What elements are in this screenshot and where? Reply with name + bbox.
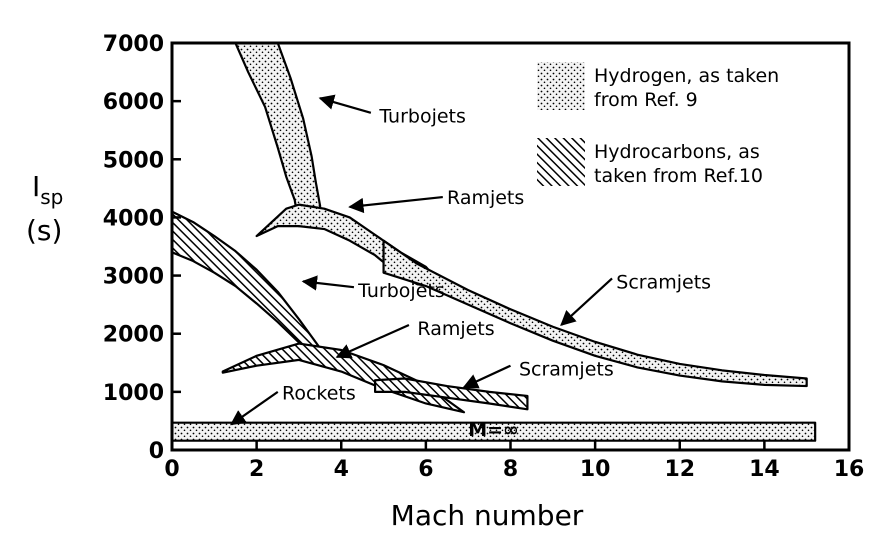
annotation-label-hydrocarbons-turbojets: Turbojets xyxy=(357,280,445,302)
legend-label-hatch-line-2: taken from Ref.10 xyxy=(594,165,763,187)
x-tick-label: 12 xyxy=(664,457,695,482)
band-hydrogen-turbojets xyxy=(234,41,322,228)
x-tick-label: 2 xyxy=(249,457,264,482)
annotation-label-hydrogen-ramjets: Ramjets xyxy=(447,187,524,209)
y-tick-label: 1000 xyxy=(103,381,164,406)
annotation-label-hydrocarbons-ramjets: Ramjets xyxy=(417,318,494,340)
y-axis-unit: (s) xyxy=(26,214,62,247)
annotation-arrow-hydrocarbons-turbojets xyxy=(301,275,355,291)
x-tick-label: 8 xyxy=(503,457,518,482)
annotation-label-hydrocarbons-scramjets: Scramjets xyxy=(519,359,614,381)
x-tick-label: 6 xyxy=(418,457,433,482)
band-hydrocarbons-turbojets xyxy=(170,210,326,356)
annotation-arrow-hydrogen-rockets xyxy=(229,390,279,426)
y-tick-label: 4000 xyxy=(103,206,164,231)
annotation-arrow-hydrogen-turbojets xyxy=(318,94,372,114)
bands xyxy=(170,41,817,442)
y-axis: 0 1000 2000 3000 4000 5000 6000 7000 xyxy=(103,32,181,464)
y-tick-label: 7000 xyxy=(103,32,164,57)
legend-label-stipple-line-1: Hydrogen, as taken xyxy=(594,65,779,87)
x-tick-label: 0 xyxy=(164,457,179,482)
y-tick-label: 0 xyxy=(149,439,164,464)
annotation-label-hydrogen-rockets: Rockets xyxy=(282,382,356,404)
annotations: Turbojets Ramjets Turbojets Ramjets Scramjet… xyxy=(229,94,711,426)
band-hydrocarbons-ramjets xyxy=(221,342,466,414)
legend-label-hatch-line-1: Hydrocarbons, as xyxy=(594,141,760,163)
annotation-arrow-hydrogen-scramjets xyxy=(560,277,613,327)
x-tick-label: 4 xyxy=(334,457,349,482)
y-tick-label: 2000 xyxy=(103,323,164,348)
y-tick-label: 3000 xyxy=(103,265,164,290)
x-axis: 0 2 4 6 8 10 12 14 16 xyxy=(164,441,864,482)
x-tick-label: 16 xyxy=(834,457,865,482)
y-tick-label: 5000 xyxy=(103,148,164,173)
x-tick-label: 10 xyxy=(580,457,611,482)
annotation-arrow-hydrocarbons-ramjets xyxy=(335,323,410,359)
legend-label-stipple-line-2: from Ref. 9 xyxy=(594,89,698,111)
y-axis-title: Isp xyxy=(32,170,63,209)
y-tick-label: 6000 xyxy=(103,90,164,115)
inline-label-mach-infinity: M=∞ xyxy=(468,419,519,441)
annotation-arrow-hydrocarbons-scramjets xyxy=(462,364,511,389)
legend-swatch-hatch xyxy=(537,138,585,186)
y-axis-title-subscript: sp xyxy=(40,185,63,209)
annotation-label-hydrogen-turbojets: Turbojets xyxy=(378,106,466,128)
band-hydrogen-scramjets xyxy=(382,239,808,388)
band-hydrocarbons-scramjets xyxy=(374,377,529,411)
x-axis-title: Mach number xyxy=(391,499,584,532)
x-tick-label: 14 xyxy=(749,457,780,482)
annotation-arrow-hydrogen-ramjets xyxy=(348,195,443,214)
legend-swatch-stipple xyxy=(537,62,585,110)
annotation-label-hydrogen-scramjets: Scramjets xyxy=(616,271,711,293)
